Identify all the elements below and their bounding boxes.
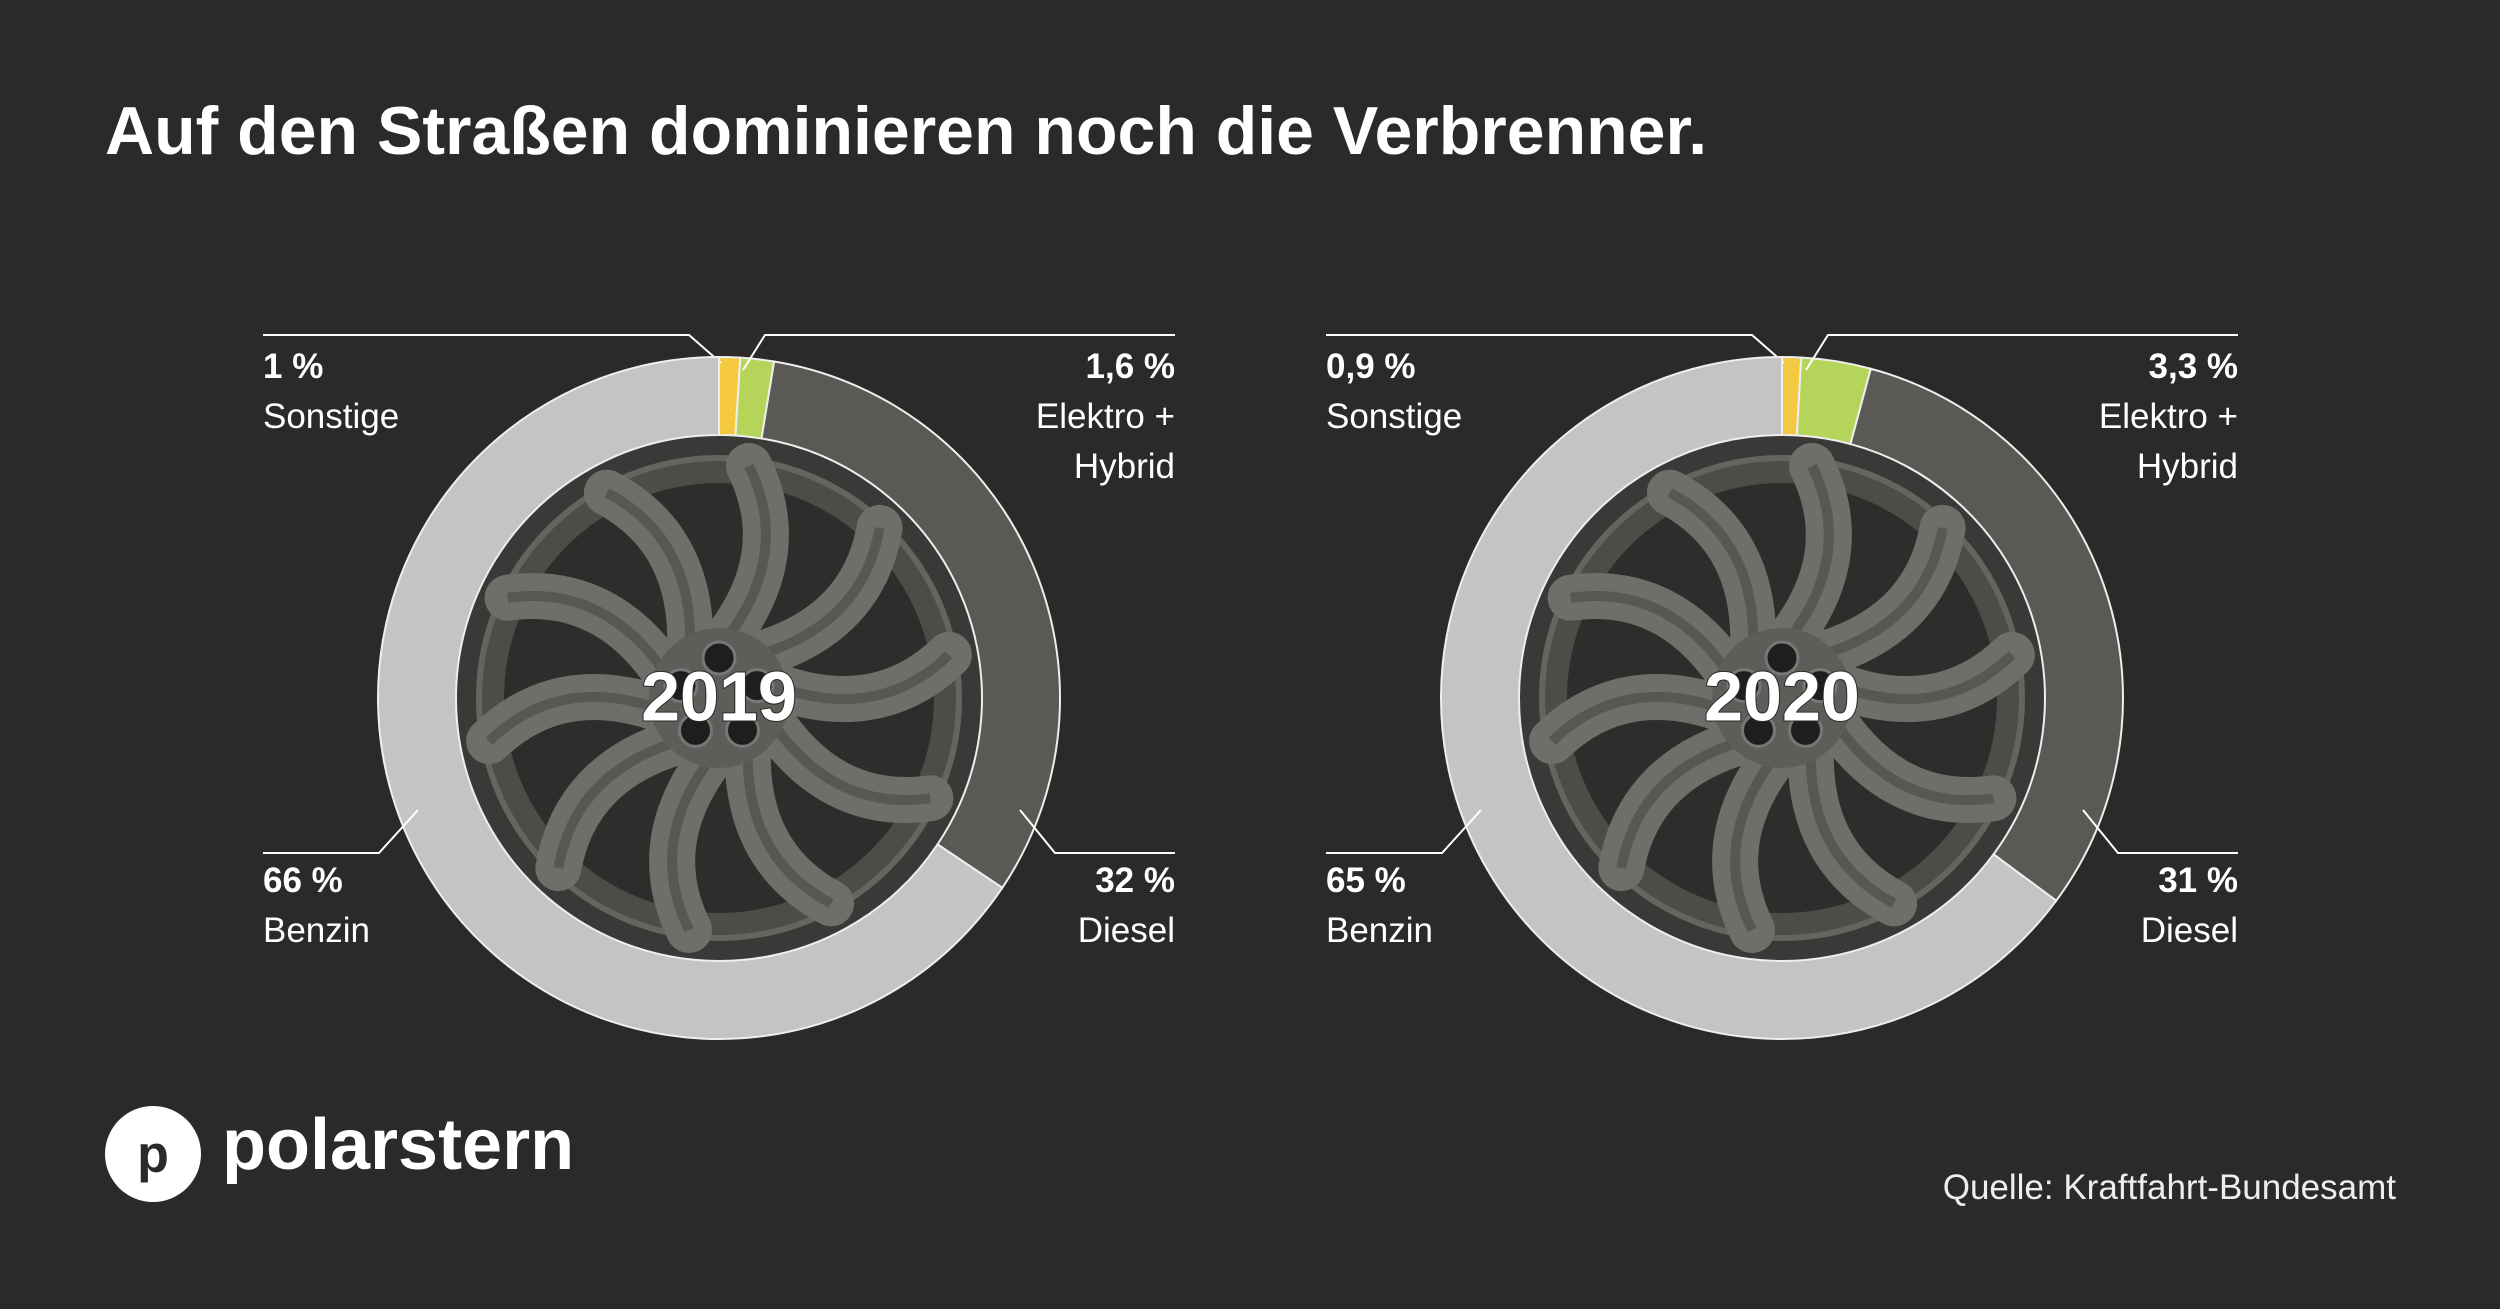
wheel-bolt [1764, 640, 1800, 676]
wheel-spoke-edge [1730, 744, 1786, 933]
leader-line [1805, 334, 2238, 371]
wheel-bolt [1740, 712, 1776, 748]
wheel-spoke-edge [485, 691, 674, 745]
wheel-spokes [1529, 443, 2035, 953]
brand: polarstern [222, 1105, 575, 1185]
category-label: Benzin [1326, 911, 1434, 950]
brand-logo-letter: p [137, 1126, 169, 1184]
tire-segment [1849, 367, 2124, 903]
brand-logo [105, 1106, 201, 1202]
wheel-bolt [663, 668, 699, 704]
category-label: Diesel [2140, 911, 2238, 950]
tire-segment [1440, 355, 2058, 1040]
wheel-spoke-edge [742, 738, 834, 908]
leader-line [263, 809, 419, 854]
tire-segment [760, 360, 1061, 890]
leader-line [1326, 809, 1482, 854]
category-label: Elektro + Hybrid [2098, 397, 2238, 486]
wheel-bolt [739, 668, 775, 704]
year-label: 2019 [641, 657, 797, 735]
wheel-spoke-edge [715, 463, 771, 652]
wheel-bolt [1788, 712, 1824, 748]
value-label: 1 % [263, 347, 324, 386]
wheel-spoke-edge [1616, 733, 1754, 869]
category-label: Benzin [263, 911, 371, 950]
wheel-spoke-edge [764, 651, 953, 705]
title: Auf den Straßen dominieren noch die Verb… [105, 93, 1708, 169]
wheel-spoke-edge [1805, 738, 1897, 908]
wheel-bolt [725, 712, 761, 748]
wheel-spoke-edge [1778, 463, 1834, 652]
leader-line [2082, 809, 2238, 854]
wheel-spoke-edge [762, 710, 932, 806]
wheel-bolt [1802, 668, 1838, 704]
wheel-spoke-edge [1548, 691, 1737, 745]
leader-line [1326, 334, 1785, 364]
value-label: 31 % [2158, 861, 2238, 900]
leader-line [742, 334, 1175, 371]
category-label: Elektro + Hybrid [1035, 397, 1175, 486]
wheel-spoke-edge [1825, 710, 1995, 806]
wheel-spoke-edge [1827, 651, 2016, 705]
wheel-spoke-edge [1569, 590, 1739, 686]
value-label: 0,9 % [1326, 347, 1416, 386]
category-label: Sonstige [1326, 397, 1463, 436]
category-label: Diesel [1077, 911, 1175, 950]
value-label: 65 % [1326, 861, 1406, 900]
leader-line [263, 334, 722, 364]
wheel-bolt [677, 712, 713, 748]
value-label: 1,6 % [1085, 347, 1176, 386]
source: Quelle: Kraftfahrt-Bundesamt [1942, 1168, 2396, 1207]
wheel-bolt [701, 640, 737, 676]
wheel-spoke-edge [747, 527, 885, 663]
wheel-spoke-edge [1810, 527, 1948, 663]
value-label: 3,3 % [2148, 347, 2239, 386]
wheel-spoke-edge [1667, 488, 1759, 658]
wheel-spoke-edge [604, 488, 696, 658]
wheel-spokes [466, 443, 972, 953]
year-label: 2020 [1704, 657, 1860, 735]
wheel-spoke-edge [506, 590, 676, 686]
leader-line [1019, 809, 1175, 854]
wheel-spoke-edge [667, 744, 723, 933]
value-label: 32 % [1095, 861, 1175, 900]
wheel-bolt [1726, 668, 1762, 704]
tire-segment [377, 355, 1004, 1040]
category-label: Sonstige [263, 397, 400, 436]
wheel-spoke-edge [553, 733, 691, 869]
value-label: 66 % [263, 861, 343, 900]
